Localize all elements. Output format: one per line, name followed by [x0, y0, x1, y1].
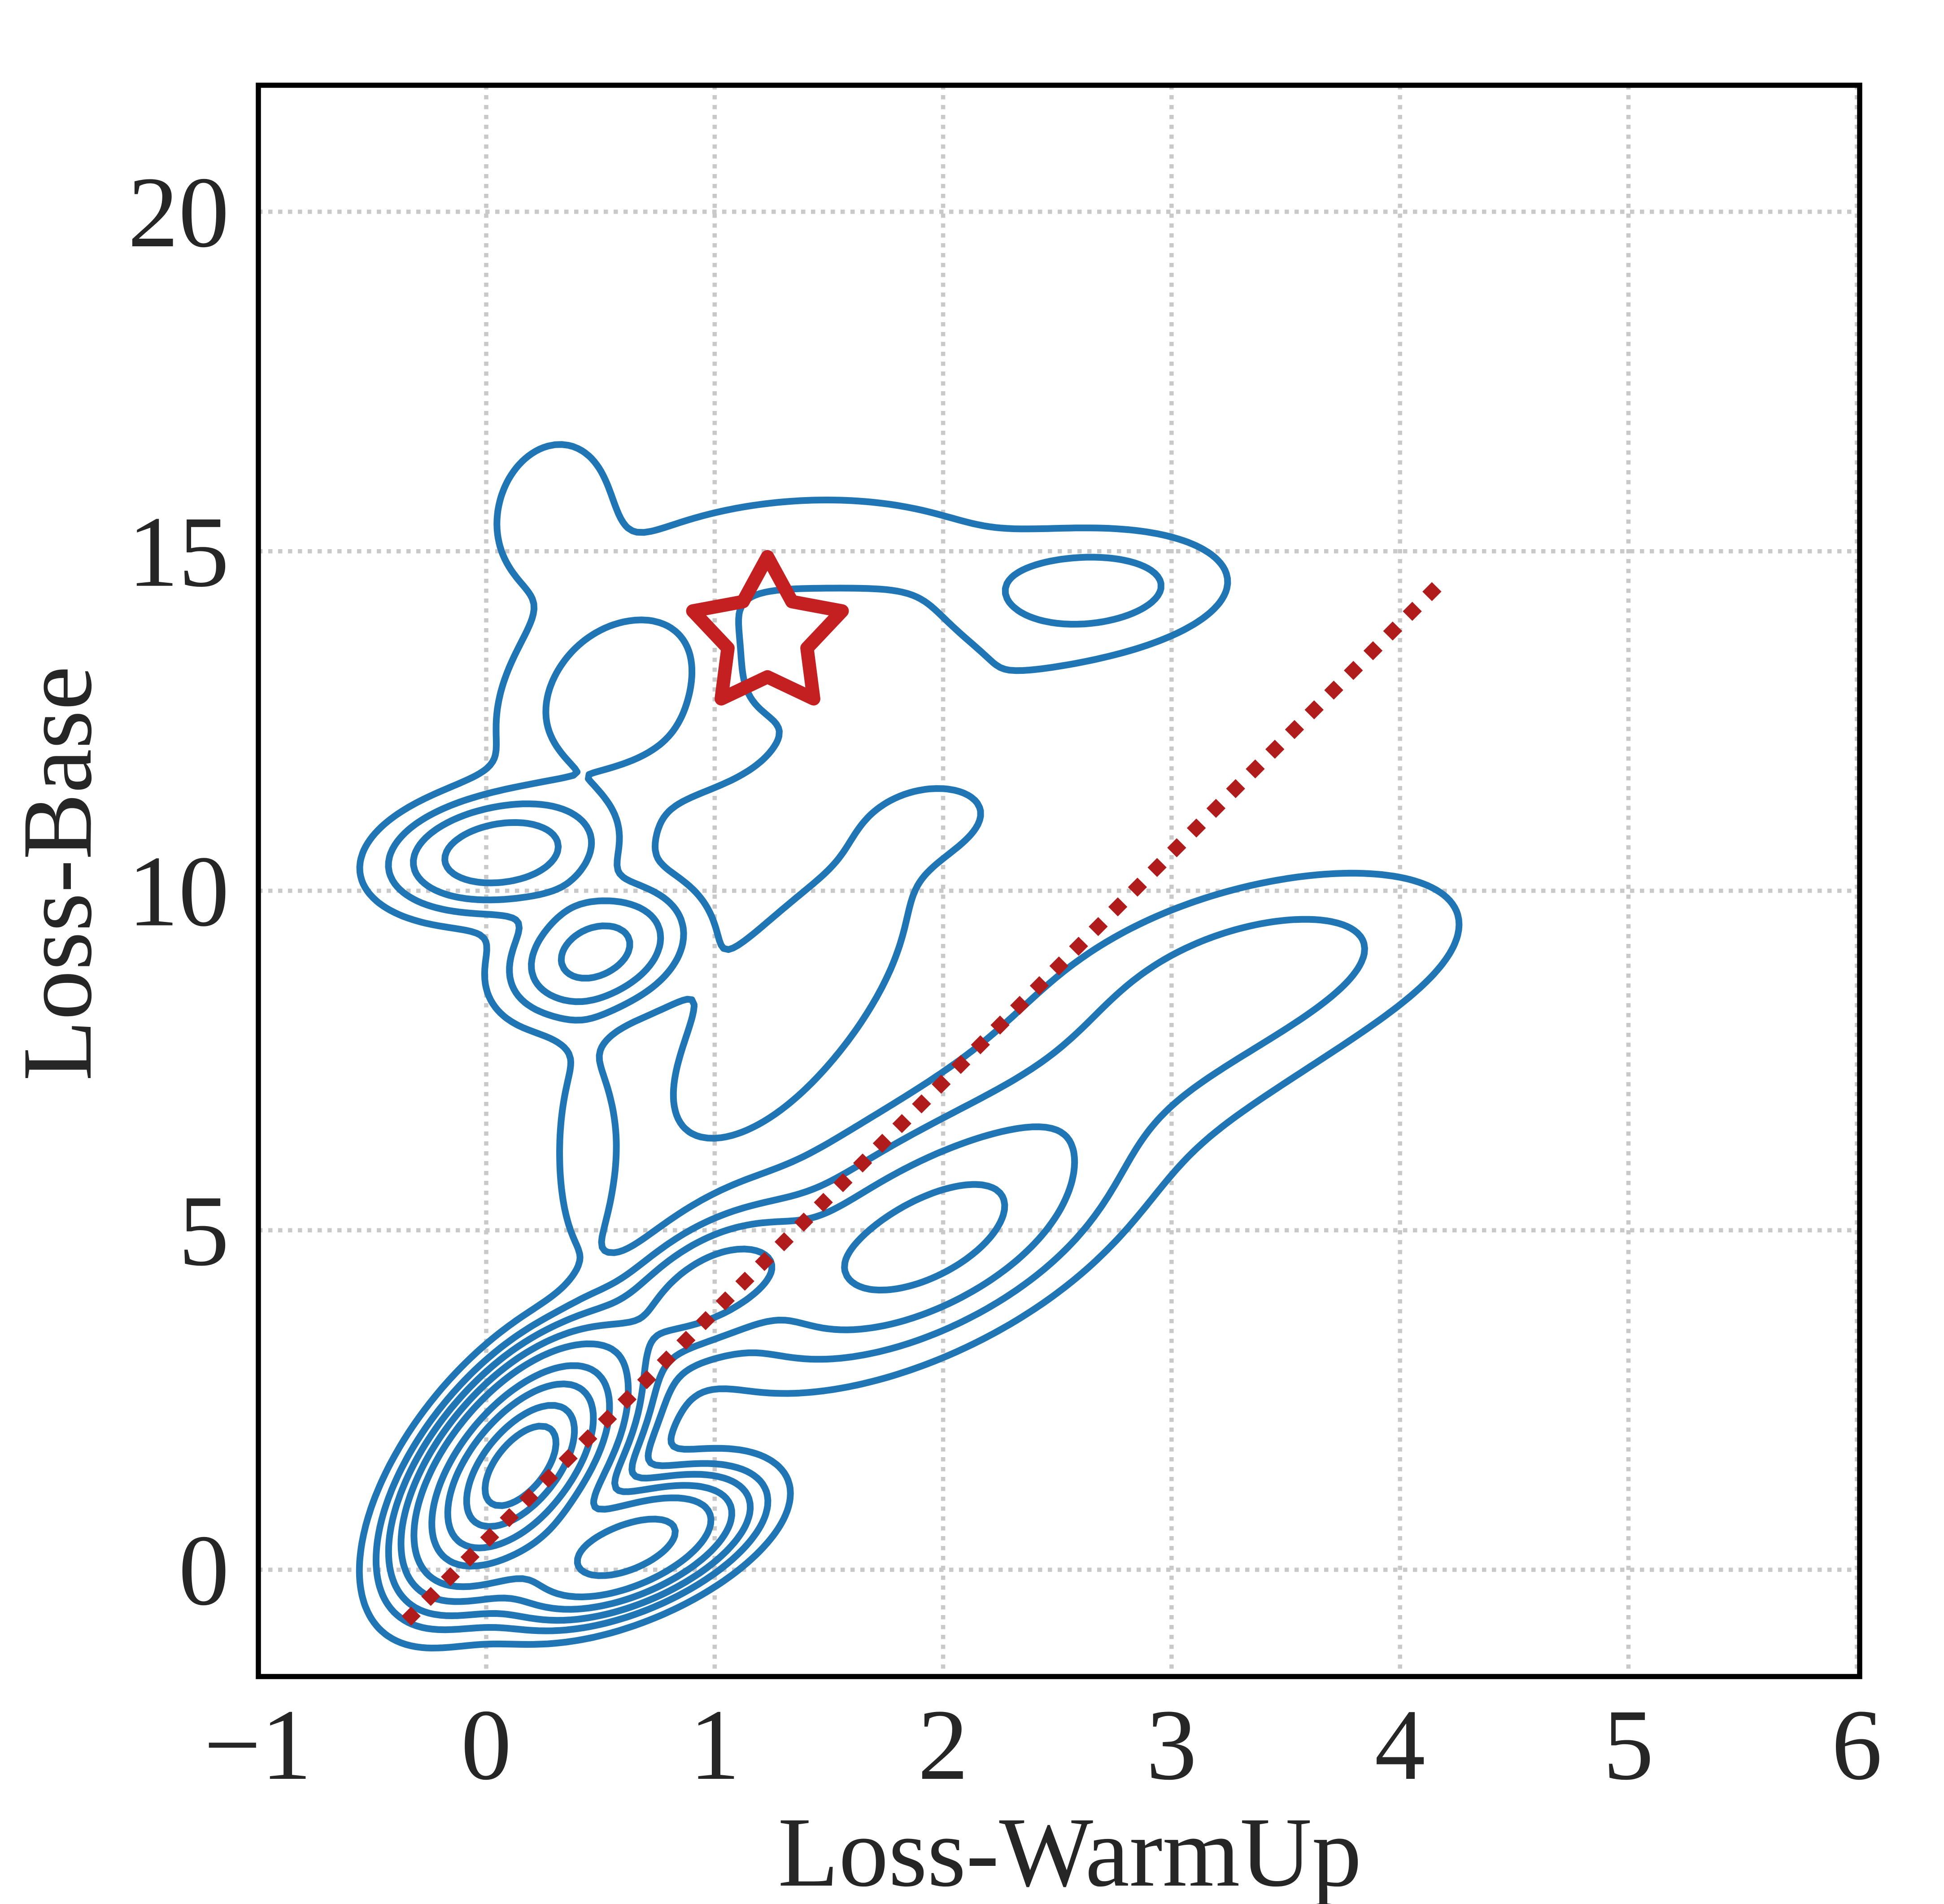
svg-text:−1: −1: [204, 1689, 311, 1801]
svg-text:0: 0: [179, 1514, 229, 1626]
svg-text:15: 15: [128, 496, 229, 608]
svg-text:2: 2: [918, 1689, 968, 1801]
svg-text:4: 4: [1375, 1689, 1425, 1801]
svg-text:Loss-WarmUp: Loss-WarmUp: [778, 1797, 1362, 1904]
svg-text:10: 10: [128, 835, 229, 948]
svg-text:0: 0: [461, 1689, 512, 1801]
svg-text:Loss-Base: Loss-Base: [2, 666, 113, 1081]
svg-text:5: 5: [1603, 1689, 1654, 1801]
svg-text:1: 1: [689, 1689, 740, 1801]
svg-text:5: 5: [179, 1175, 229, 1287]
svg-text:3: 3: [1146, 1689, 1197, 1801]
svg-text:6: 6: [1831, 1689, 1882, 1801]
svg-text:20: 20: [128, 156, 229, 268]
